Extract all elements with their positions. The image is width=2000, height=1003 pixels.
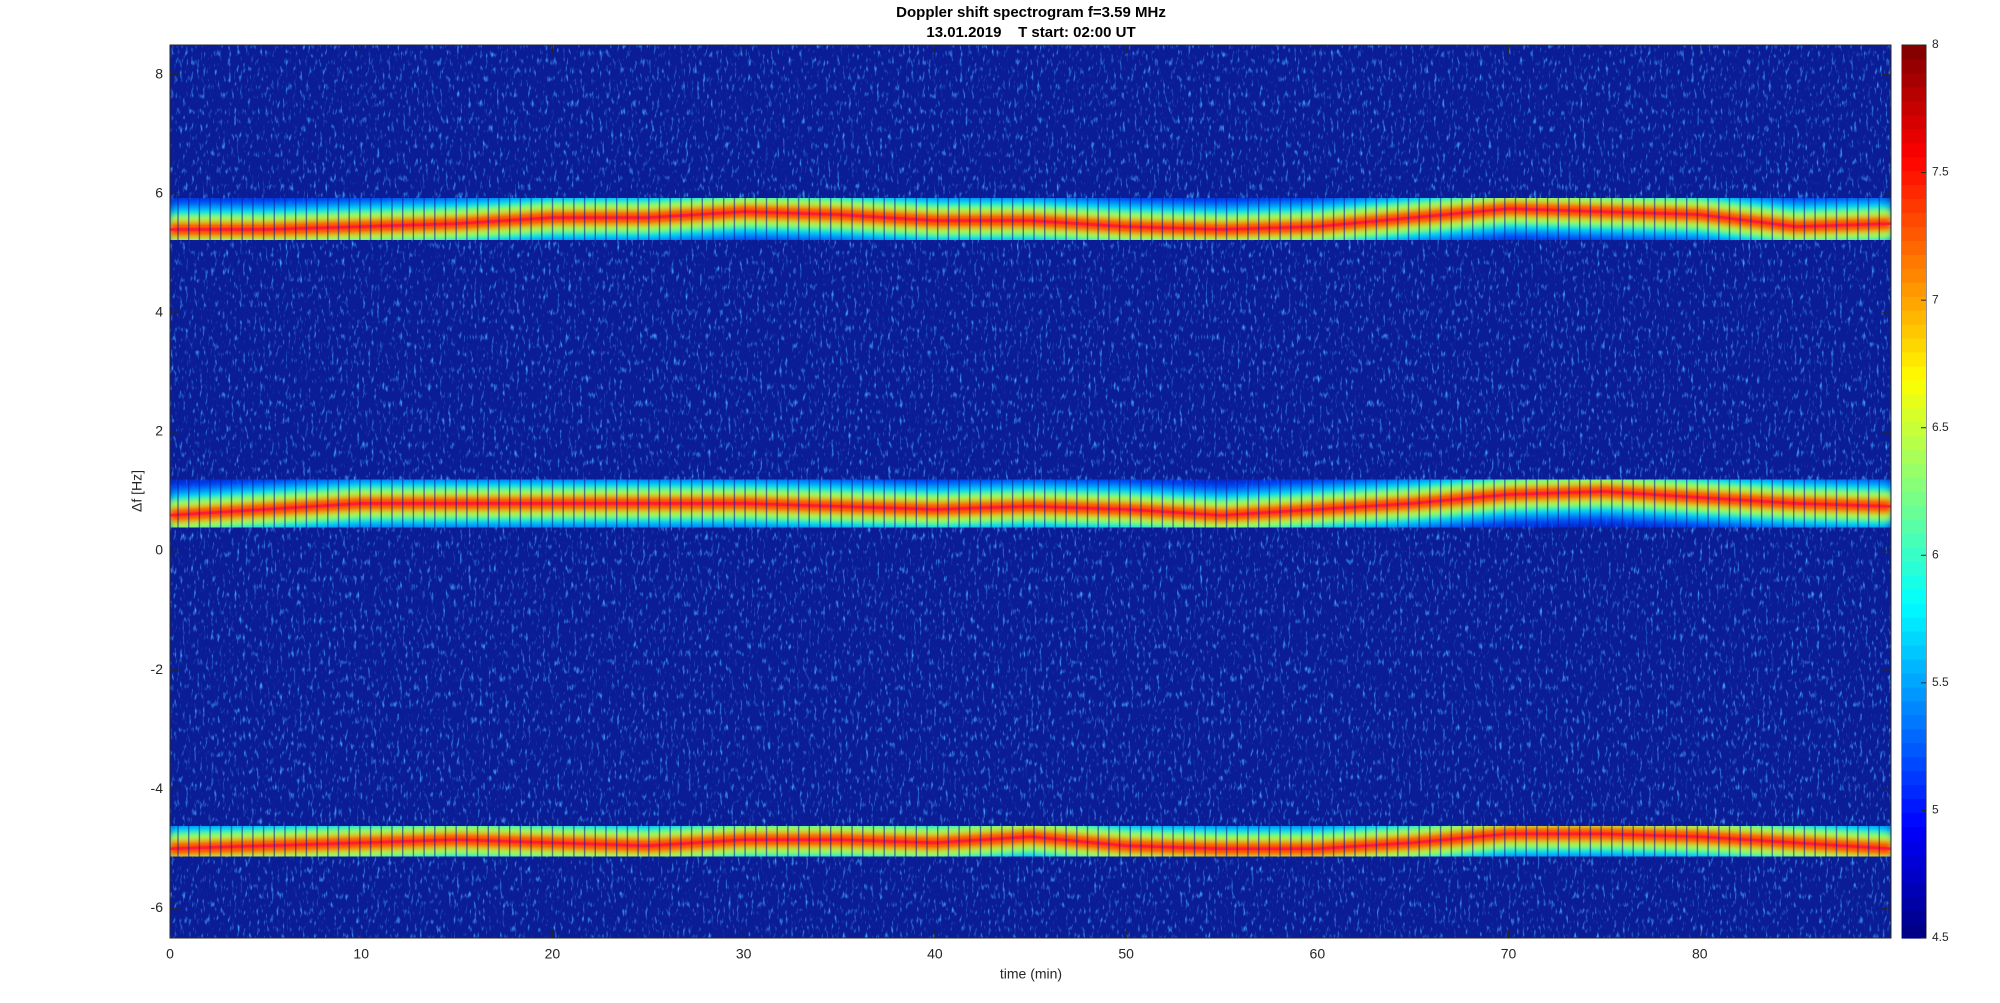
colorbar-cell [1902, 812, 1926, 827]
colorbar-cell [1902, 798, 1926, 814]
colorbar-cell [1902, 826, 1926, 841]
colorbar-cell [1902, 142, 1926, 158]
colorbar-cell [1902, 128, 1926, 144]
colorbar-cell [1902, 686, 1926, 702]
colorbar-cell [1902, 170, 1926, 186]
colorbar-cell [1902, 561, 1926, 576]
colorbar-cell [1902, 547, 1926, 562]
x-tick-label: 20 [545, 946, 561, 962]
x-tick-label: 80 [1692, 946, 1708, 962]
chart-subtitle: 13.01.2019 T start: 02:00 UT [926, 24, 1135, 41]
colorbar-cell [1902, 742, 1926, 758]
bands [170, 45, 1891, 938]
colorbar-cell [1902, 379, 1926, 395]
colorbar-cell [1902, 240, 1926, 255]
x-tick-label: 50 [1118, 946, 1134, 962]
colorbar-cell [1902, 254, 1926, 269]
colorbar-cell [1902, 114, 1926, 130]
colorbar-cell [1902, 393, 1926, 409]
colorbar-cell [1902, 72, 1926, 88]
x-tick-label: 30 [736, 946, 752, 962]
colorbar-cell [1902, 491, 1926, 507]
colorbar-cell [1902, 631, 1926, 646]
chart-title: Doppler shift spectrogram f=3.59 MHz [896, 4, 1166, 21]
y-tick-label: 0 [155, 542, 163, 558]
colorbar-cell [1902, 854, 1926, 869]
x-axis-label: time (min) [1000, 966, 1062, 982]
colorbar-cell [1902, 156, 1926, 172]
x-tick-label: 0 [166, 946, 174, 962]
colorbar-cell [1902, 589, 1926, 604]
y-tick-label: -6 [151, 899, 164, 915]
colorbar-cell [1902, 924, 1926, 939]
y-axis-label: Δf [Hz] [129, 470, 145, 512]
colorbar-cell [1902, 463, 1926, 479]
colorbar-cell [1902, 770, 1926, 786]
colorbar-cell [1902, 212, 1926, 227]
colorbar-cell [1902, 617, 1926, 632]
colorbar-cell [1902, 324, 1926, 339]
colorbar-cell [1902, 728, 1926, 744]
colorbar-tick-label: 7.5 [1932, 165, 1949, 179]
colorbar-tick-label: 6.5 [1932, 420, 1949, 434]
colorbar-tick-label: 4.5 [1932, 930, 1949, 944]
colorbar-cell [1902, 700, 1926, 716]
colorbar-cell [1902, 910, 1926, 925]
colorbar-cell [1902, 644, 1926, 660]
colorbar-cell [1902, 449, 1926, 465]
y-tick-label: -4 [151, 780, 164, 796]
colorbar-cell [1902, 505, 1926, 521]
colorbar-cell [1902, 896, 1926, 911]
colorbar-cell [1902, 86, 1926, 102]
colorbar-cell [1902, 421, 1926, 437]
colorbar-cell [1902, 575, 1926, 590]
colorbar-tick-label: 5 [1932, 803, 1939, 817]
colorbar-cell [1902, 868, 1926, 883]
colorbar-cell [1902, 365, 1926, 381]
y-tick-label: 2 [155, 423, 163, 439]
x-tick-label: 10 [353, 946, 369, 962]
y-tick-label: -2 [151, 661, 164, 677]
colorbar-cell [1902, 882, 1926, 897]
colorbar-cell [1902, 226, 1926, 241]
colorbar-tick-label: 7 [1932, 292, 1939, 306]
colorbar-cell [1902, 310, 1926, 325]
colorbar-cell [1902, 268, 1926, 283]
colorbar-tick-label: 5.5 [1932, 675, 1949, 689]
colorbar-tick-label: 8 [1932, 37, 1939, 51]
colorbar-cell [1902, 351, 1926, 367]
colorbar-cell [1902, 756, 1926, 772]
colorbar-cell [1902, 519, 1926, 534]
colorbar-cell [1902, 296, 1926, 311]
colorbar-cell [1902, 184, 1926, 200]
colorbar-cell [1902, 282, 1926, 297]
colorbar-cell [1902, 672, 1926, 688]
colorbar-cell [1902, 840, 1926, 855]
colorbar-tick-label: 6 [1932, 547, 1939, 561]
x-tick-label: 60 [1310, 946, 1326, 962]
x-tick-label: 40 [927, 946, 943, 962]
colorbar-cell [1902, 714, 1926, 730]
x-tick-label: 70 [1501, 946, 1517, 962]
colorbar-cell [1902, 45, 1926, 60]
axes-box [169, 44, 1892, 939]
colorbar-cell [1902, 658, 1926, 674]
y-tick-label: 8 [155, 65, 163, 81]
y-tick-label: 4 [155, 304, 163, 320]
colorbar-cell [1902, 58, 1926, 74]
colorbar-cell [1902, 100, 1926, 116]
colorbar-cell [1902, 533, 1926, 548]
y-tick-label: 6 [155, 185, 163, 201]
colorbar-cell [1902, 338, 1926, 353]
colorbar-cell [1902, 784, 1926, 800]
colorbar-cell [1902, 407, 1926, 423]
colorbar-cell [1902, 198, 1926, 214]
colorbar-cell [1902, 435, 1926, 451]
colorbar-cell [1902, 603, 1926, 618]
colorbar-cell [1902, 477, 1926, 493]
